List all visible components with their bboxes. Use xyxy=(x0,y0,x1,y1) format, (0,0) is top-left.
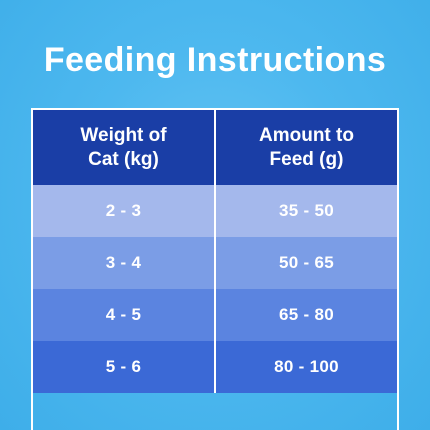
table-row: 2 - 3 35 - 50 xyxy=(33,185,397,237)
amount-cell: 50 - 65 xyxy=(214,237,397,289)
amount-cell: 80 - 100 xyxy=(214,341,397,393)
amount-cell: 35 - 50 xyxy=(214,185,397,237)
weight-cell: 3 - 4 xyxy=(105,253,142,272)
table-header-row: Weight of Cat (kg) Amount to Feed (g) xyxy=(33,110,397,185)
table-row: 5 - 6 80 - 100 xyxy=(33,341,397,393)
table-row: 3 - 4 50 - 65 xyxy=(33,237,397,289)
header-amount-label: Amount to Feed (g) xyxy=(259,124,354,170)
header-amount: Amount to Feed (g) xyxy=(214,110,397,185)
header-weight-label: Weight of Cat (kg) xyxy=(80,124,167,170)
weight-cell: 2 - 3 xyxy=(105,201,142,220)
header-weight: Weight of Cat (kg) xyxy=(33,110,214,185)
amount-cell: 65 - 80 xyxy=(214,289,397,341)
weight-cell: 4 - 5 xyxy=(105,305,142,324)
feeding-table: Weight of Cat (kg) Amount to Feed (g) 2 … xyxy=(31,108,399,430)
weight-cell: 5 - 6 xyxy=(105,357,142,376)
page-title: Feeding Instructions xyxy=(43,41,387,79)
table-row: 4 - 5 65 - 80 xyxy=(33,289,397,341)
